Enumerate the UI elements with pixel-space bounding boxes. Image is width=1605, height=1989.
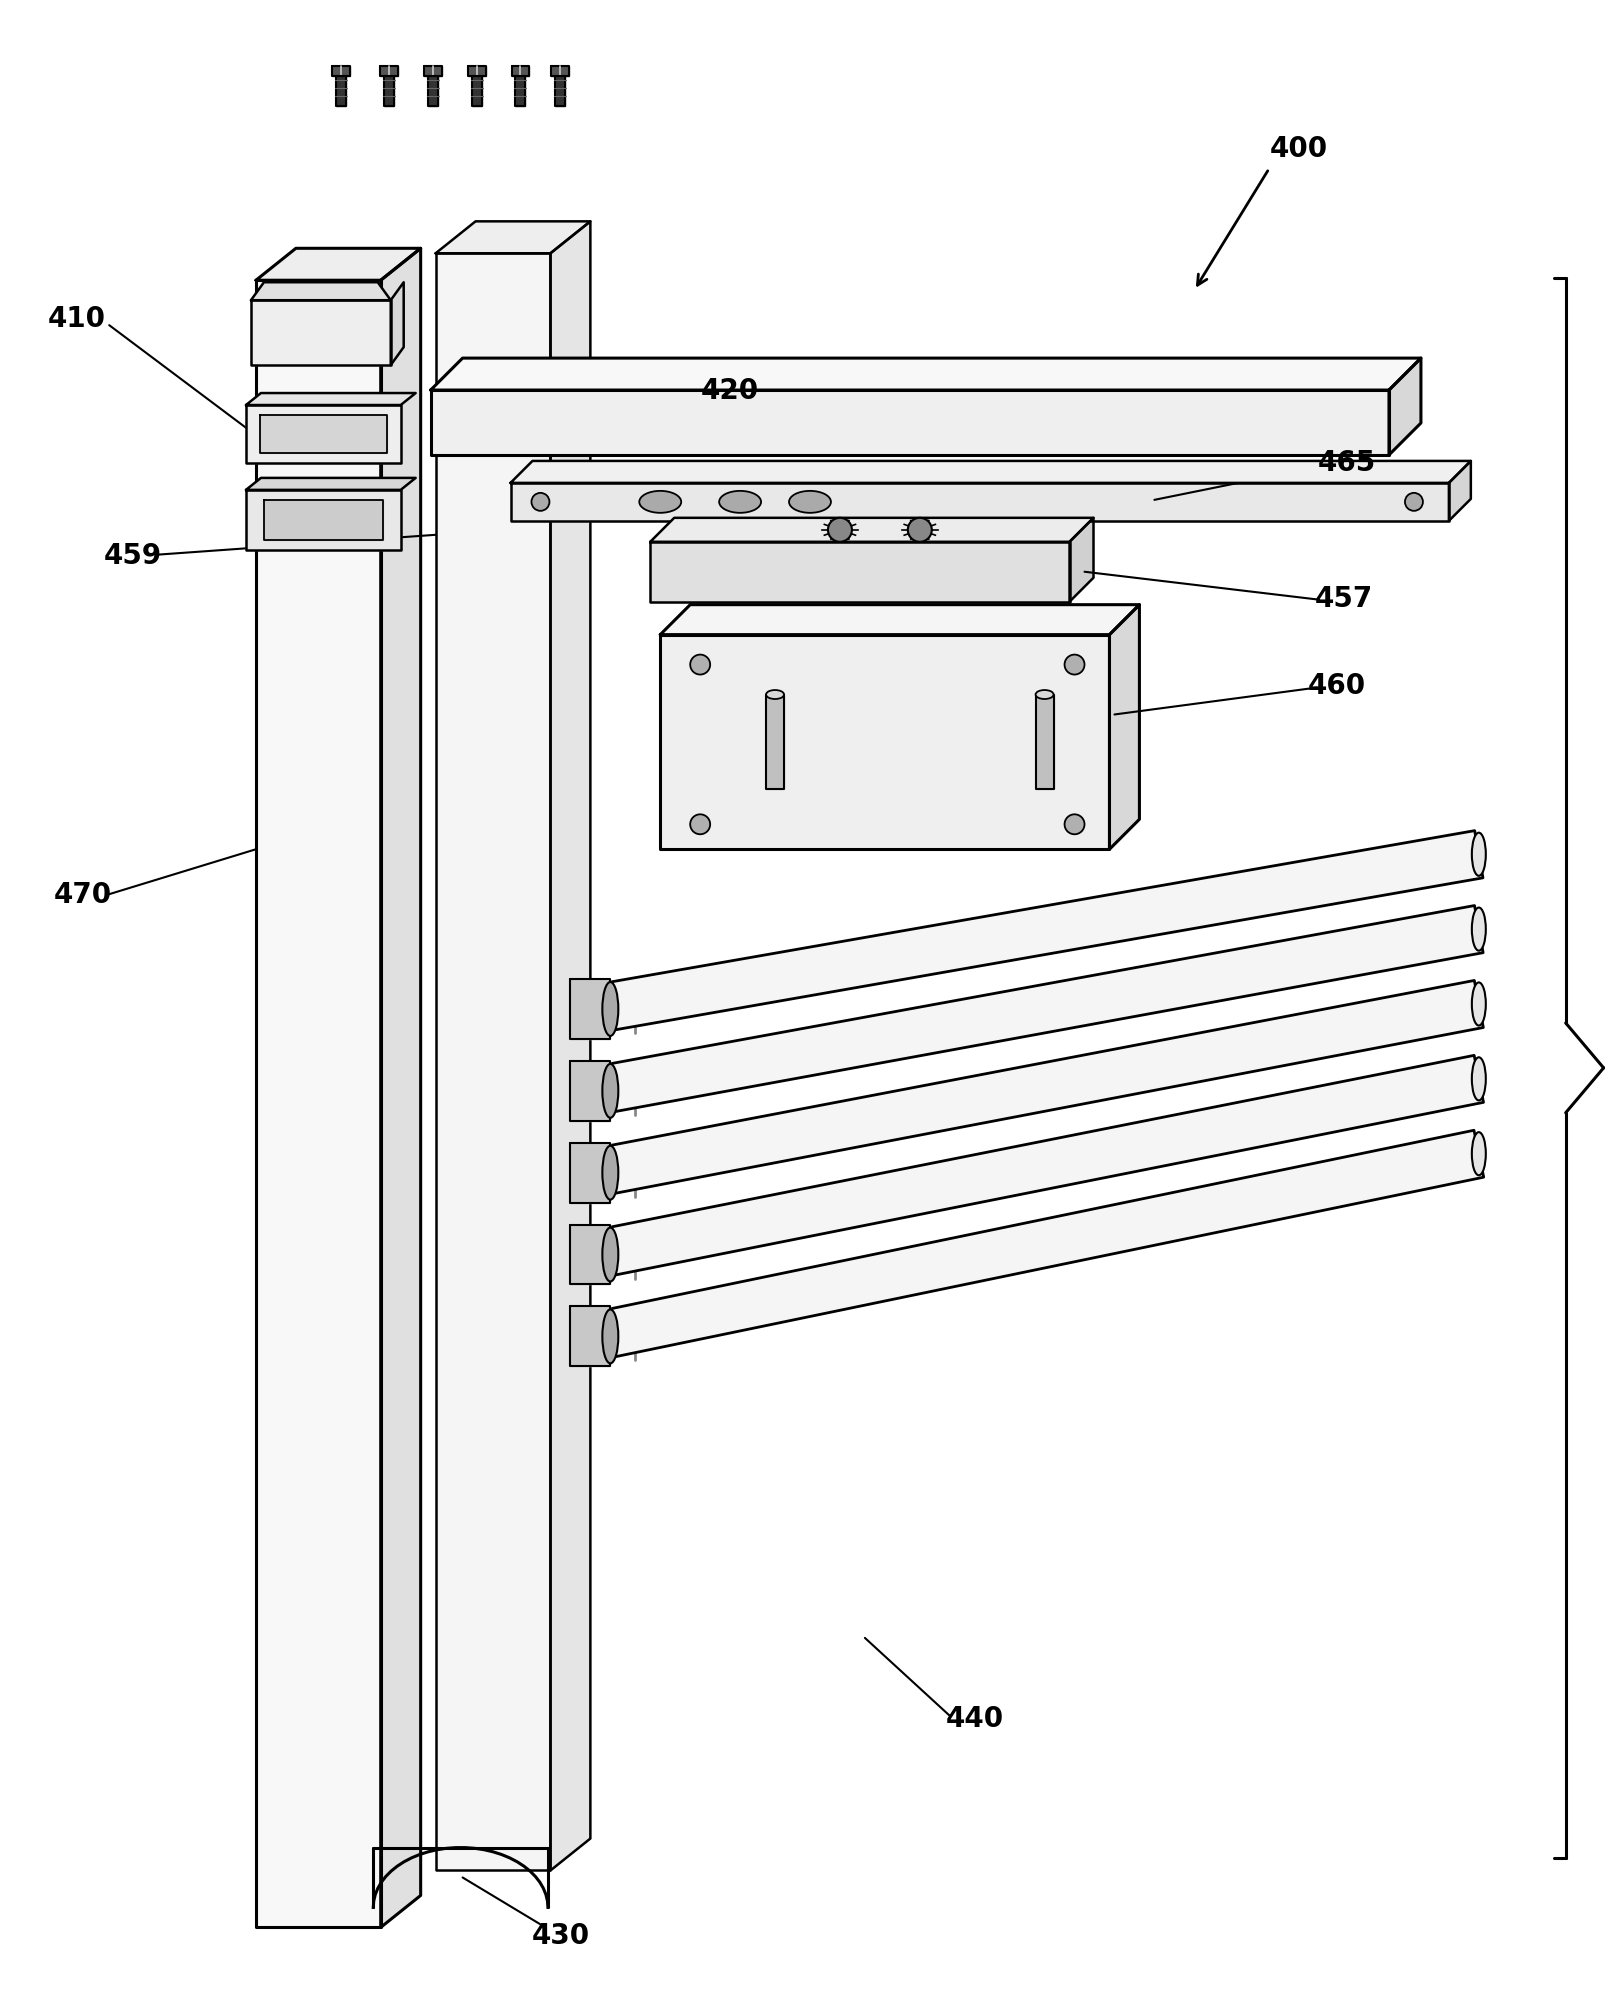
- Text: 460: 460: [1306, 670, 1366, 700]
- Ellipse shape: [1470, 833, 1485, 877]
- Circle shape: [531, 493, 549, 511]
- Polygon shape: [246, 479, 416, 491]
- Circle shape: [1064, 815, 1083, 835]
- Polygon shape: [591, 907, 1483, 1116]
- Polygon shape: [390, 282, 403, 366]
- Circle shape: [828, 519, 851, 543]
- Polygon shape: [570, 1062, 610, 1122]
- Polygon shape: [510, 461, 1470, 483]
- Text: 459: 459: [104, 541, 162, 569]
- Text: 470: 470: [55, 881, 112, 909]
- Polygon shape: [570, 1144, 610, 1203]
- Ellipse shape: [602, 1064, 618, 1118]
- Polygon shape: [380, 249, 421, 1927]
- Polygon shape: [1069, 519, 1093, 603]
- Text: 430: 430: [531, 1921, 589, 1949]
- Polygon shape: [551, 223, 591, 1870]
- Ellipse shape: [1470, 983, 1485, 1026]
- Circle shape: [1064, 654, 1083, 674]
- Polygon shape: [591, 831, 1481, 1032]
- Polygon shape: [1109, 605, 1138, 849]
- Ellipse shape: [766, 690, 783, 700]
- Ellipse shape: [602, 1146, 618, 1199]
- Polygon shape: [427, 76, 437, 107]
- Polygon shape: [246, 491, 401, 551]
- Polygon shape: [570, 1307, 610, 1366]
- Polygon shape: [435, 223, 591, 255]
- Ellipse shape: [602, 1227, 618, 1281]
- Polygon shape: [570, 1225, 610, 1285]
- Polygon shape: [650, 543, 1069, 603]
- Polygon shape: [515, 76, 525, 107]
- Polygon shape: [246, 406, 401, 463]
- Circle shape: [690, 815, 709, 835]
- Polygon shape: [260, 416, 387, 453]
- Polygon shape: [250, 282, 390, 300]
- Ellipse shape: [1035, 690, 1053, 700]
- Text: 465: 465: [1318, 450, 1375, 477]
- Polygon shape: [250, 300, 390, 366]
- Polygon shape: [1448, 461, 1470, 521]
- Polygon shape: [472, 76, 481, 107]
- Polygon shape: [650, 519, 1093, 543]
- Text: 420: 420: [701, 376, 759, 406]
- Polygon shape: [424, 66, 441, 76]
- Polygon shape: [255, 249, 421, 280]
- Ellipse shape: [602, 1311, 618, 1364]
- Ellipse shape: [1470, 1132, 1485, 1175]
- Polygon shape: [510, 66, 530, 76]
- Text: 400: 400: [1270, 135, 1327, 163]
- Polygon shape: [467, 66, 485, 76]
- Polygon shape: [551, 66, 570, 76]
- Polygon shape: [430, 358, 1420, 392]
- Polygon shape: [263, 501, 382, 541]
- Ellipse shape: [719, 491, 761, 513]
- Polygon shape: [555, 76, 565, 107]
- Polygon shape: [1388, 358, 1420, 455]
- Text: 440: 440: [945, 1705, 1003, 1732]
- Polygon shape: [430, 392, 1388, 455]
- Text: 410: 410: [47, 304, 106, 332]
- Circle shape: [1404, 493, 1422, 511]
- Polygon shape: [384, 76, 393, 107]
- Ellipse shape: [788, 491, 830, 513]
- Polygon shape: [766, 696, 783, 790]
- Polygon shape: [510, 483, 1448, 521]
- Ellipse shape: [1470, 1058, 1485, 1100]
- Polygon shape: [332, 66, 350, 76]
- Polygon shape: [660, 634, 1109, 849]
- Polygon shape: [255, 280, 380, 1927]
- Polygon shape: [660, 605, 1138, 634]
- Polygon shape: [335, 76, 345, 107]
- Polygon shape: [591, 1056, 1483, 1279]
- Polygon shape: [591, 1130, 1483, 1360]
- Circle shape: [690, 654, 709, 674]
- Text: 457: 457: [1314, 585, 1372, 613]
- Circle shape: [907, 519, 931, 543]
- Ellipse shape: [1470, 909, 1485, 951]
- Polygon shape: [570, 979, 610, 1040]
- Polygon shape: [1035, 696, 1053, 790]
- Ellipse shape: [602, 983, 618, 1036]
- Polygon shape: [379, 66, 398, 76]
- Ellipse shape: [639, 491, 681, 513]
- Polygon shape: [246, 394, 416, 406]
- Polygon shape: [591, 981, 1483, 1197]
- Polygon shape: [435, 255, 551, 1870]
